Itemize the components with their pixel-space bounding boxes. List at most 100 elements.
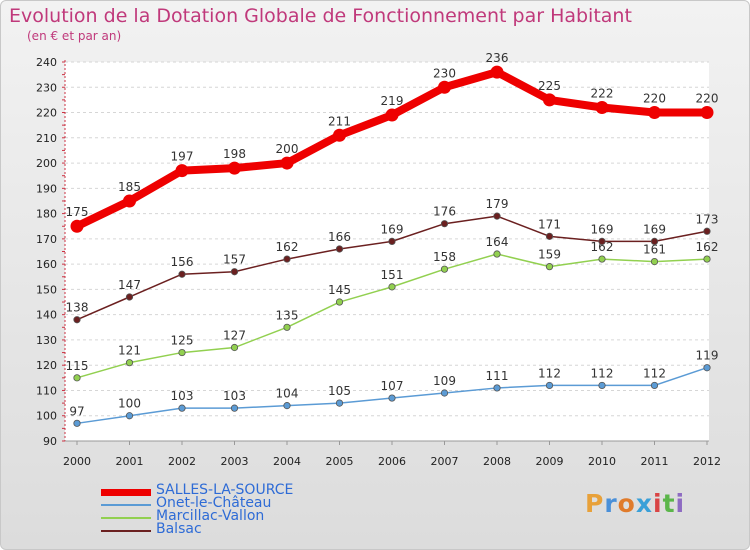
data-label: 159 [538, 248, 561, 262]
logo-letter: t [662, 489, 676, 518]
data-point [650, 258, 659, 266]
data-label: 162 [591, 240, 614, 254]
y-tick-label: 180 [36, 208, 57, 221]
y-tick-label: 160 [36, 258, 57, 271]
y-tick-label: 140 [36, 309, 57, 322]
x-tick-label: 2010 [588, 455, 616, 468]
data-label: 157 [223, 253, 246, 267]
legend-label: Balsac [156, 521, 202, 537]
data-point [73, 419, 81, 427]
data-label: 176 [433, 205, 456, 219]
x-tick-label: 2000 [63, 455, 91, 468]
data-label: 107 [381, 379, 404, 393]
data-label: 225 [538, 79, 561, 93]
y-tick-label: 190 [36, 182, 57, 195]
legend-swatch [101, 504, 151, 506]
legend-swatch [101, 530, 151, 532]
data-point [335, 399, 344, 407]
data-point [73, 374, 81, 382]
y-tick-label: 90 [43, 435, 57, 448]
y-tick-label: 120 [36, 359, 57, 372]
data-label: 115 [66, 359, 89, 373]
data-label: 162 [696, 240, 719, 254]
data-point [385, 108, 399, 122]
y-tick-label: 230 [36, 81, 57, 94]
data-point [703, 255, 711, 263]
data-label: 211 [328, 114, 351, 128]
plot-area [65, 62, 709, 441]
data-point [230, 404, 239, 412]
x-tick-label: 2007 [431, 455, 459, 468]
data-label: 151 [381, 268, 404, 282]
data-point [178, 348, 186, 357]
data-point [440, 389, 449, 397]
data-label: 220 [696, 92, 719, 106]
y-tick-label: 150 [36, 283, 57, 296]
data-label: 112 [643, 366, 666, 380]
data-point [230, 268, 239, 276]
data-point [388, 283, 396, 291]
data-point [73, 316, 81, 324]
x-tick-label: 2004 [273, 455, 301, 468]
logo-letter: o [617, 489, 636, 518]
data-label: 173 [696, 212, 719, 226]
legend-swatch [101, 489, 151, 496]
data-label: 185 [118, 180, 141, 194]
data-point [283, 402, 291, 410]
data-point [440, 265, 449, 273]
data-point [648, 106, 661, 120]
data-point [543, 93, 556, 107]
data-point [125, 293, 134, 301]
legend-label: Marcillac-Vallon [156, 508, 265, 524]
data-label: 112 [538, 366, 561, 380]
y-tick-label: 220 [36, 107, 57, 120]
legend-swatch [101, 517, 151, 519]
data-label: 105 [328, 384, 351, 398]
data-label: 111 [486, 369, 509, 383]
data-point [335, 298, 344, 306]
data-label: 169 [643, 222, 666, 236]
data-point [493, 250, 501, 258]
data-label: 166 [328, 230, 351, 244]
data-label: 236 [486, 51, 509, 65]
y-tick-label: 110 [36, 384, 57, 397]
data-label: 230 [433, 66, 456, 80]
data-point [178, 404, 186, 412]
data-label: 138 [66, 301, 89, 315]
data-point [700, 106, 714, 120]
data-point [545, 263, 554, 271]
data-point [388, 237, 396, 245]
data-point [125, 359, 134, 367]
data-label: 169 [381, 222, 404, 236]
data-point [230, 343, 239, 352]
proxiti-logo: Proxiti [585, 489, 685, 518]
x-tick-label: 2002 [168, 455, 196, 468]
data-label: 169 [591, 222, 614, 236]
data-label: 103 [171, 389, 194, 403]
data-label: 164 [486, 235, 509, 249]
y-tick-label: 100 [36, 410, 57, 423]
data-point [125, 412, 134, 420]
data-label: 197 [171, 150, 194, 164]
data-point [283, 323, 291, 331]
x-tick-label: 2009 [536, 455, 564, 468]
y-tick-label: 170 [36, 233, 57, 246]
data-label: 145 [328, 283, 351, 297]
data-point [598, 381, 606, 390]
data-label: 171 [538, 217, 561, 231]
data-label: 156 [171, 255, 194, 269]
data-point [650, 381, 659, 390]
data-label: 162 [276, 240, 299, 254]
data-label: 97 [69, 404, 84, 418]
data-label: 104 [276, 387, 299, 401]
y-tick-label: 130 [36, 334, 57, 347]
x-tick-label: 2003 [221, 455, 249, 468]
data-label: 112 [591, 366, 614, 380]
legend-label: SALLES-LA-SOURCE [156, 482, 294, 498]
data-label: 158 [433, 250, 456, 264]
data-label: 100 [118, 397, 141, 411]
data-point [438, 80, 451, 94]
data-label: 119 [696, 349, 719, 363]
chart-title: Evolution de la Dotation Globale de Fonc… [9, 5, 632, 27]
